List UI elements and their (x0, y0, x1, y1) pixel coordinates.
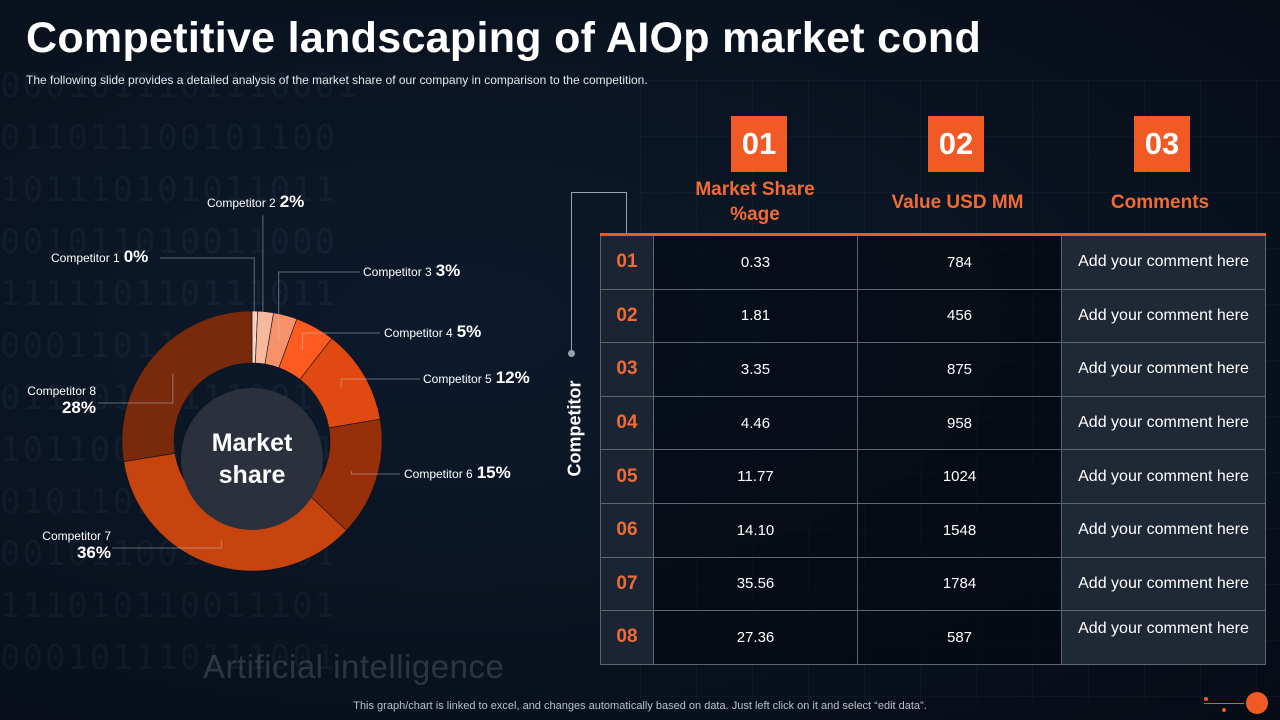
comment-cell: Add your comment here (1061, 342, 1266, 397)
market-share-cell: 1.81 (653, 288, 858, 344)
column-header-comments: Comments (1110, 192, 1210, 213)
bracket-line (571, 192, 626, 193)
slice-label-competitor-7: Competitor 7 36% (20, 529, 111, 563)
slice-percent: 2% (279, 192, 305, 211)
row-index: 01 (600, 233, 654, 290)
footer-circuit-line (1204, 703, 1244, 704)
market-share-cell: 14.10 (653, 502, 858, 558)
value-cell: 1548 (857, 502, 1062, 558)
bracket-line (626, 192, 627, 234)
market-share-table: 01 0.33 784 Add your comment here 02 1.8… (600, 233, 1266, 665)
comment-cell: Add your comment here (1061, 395, 1266, 451)
leader-line-competitor-3 (278, 271, 360, 341)
row-index: 08 (600, 610, 654, 665)
comment-cell: Add your comment here (1061, 556, 1266, 612)
slice-name: Competitor 6 (404, 467, 473, 481)
slice-name: Competitor 7 (42, 529, 111, 543)
value-cell: 958 (857, 395, 1062, 451)
bracket-dot (568, 350, 575, 357)
slice-name: Competitor 4 (384, 326, 453, 340)
slice-percent: 0% (123, 247, 149, 266)
row-index: 03 (600, 342, 654, 397)
market-share-cell: 11.77 (653, 449, 858, 504)
slice-label-competitor-4: Competitor 4 5% (384, 322, 481, 342)
table-row: 06 14.10 1548 Add your comment here (600, 502, 1266, 558)
leader-line-competitor-4 (301, 332, 380, 351)
slice-label-competitor-5: Competitor 5 12% (423, 368, 530, 388)
comment-cell: Add your comment here (1061, 502, 1266, 558)
slice-name: Competitor 5 (423, 372, 492, 386)
market-share-cell: 4.46 (653, 395, 858, 451)
slice-label-competitor-1: Competitor 1 0% (51, 247, 148, 267)
table-row: 04 4.46 958 Add your comment here (600, 395, 1266, 451)
footer-logo-circle (1246, 692, 1268, 714)
row-index: 05 (600, 449, 654, 504)
market-share-cell: 3.35 (653, 342, 858, 397)
comment-cell: Add your comment here (1061, 288, 1266, 344)
row-index: 02 (600, 288, 654, 344)
table-row: 05 11.77 1024 Add your comment here (600, 449, 1266, 504)
footer-circuit-dot (1204, 697, 1208, 701)
slice-label-competitor-3: Competitor 3 3% (363, 261, 460, 281)
table-row: 03 3.35 875 Add your comment here (600, 342, 1266, 397)
table-row: 07 35.56 1784 Add your comment here (600, 556, 1266, 612)
market-share-cell: 27.36 (653, 610, 858, 665)
market-share-cell: 0.33 (653, 233, 858, 290)
leader-line-competitor-8 (98, 373, 174, 404)
value-cell: 1024 (857, 449, 1062, 504)
table-row: 08 27.36 587 Add your comment here (600, 610, 1266, 665)
row-index: 04 (600, 395, 654, 451)
leader-line-competitor-7 (112, 540, 222, 549)
leader-line-competitor-2 (262, 215, 264, 338)
row-index: 07 (600, 556, 654, 612)
donut-center-label: Market share (211, 429, 293, 489)
donut-slice-competitor-8 (121, 310, 253, 462)
comment-cell: Add your comment here (1061, 233, 1266, 290)
donut-chart (98, 215, 420, 572)
leader-line-competitor-1 (160, 257, 255, 338)
slice-label-competitor-2: Competitor 2 2% (207, 192, 304, 212)
watermark-text: Artificial intelligence (203, 648, 505, 685)
row-index: 06 (600, 502, 654, 558)
column-header-value: Value USD MM (891, 192, 1024, 213)
footer-circuit-dot (1222, 708, 1226, 712)
comment-cell: Add your comment here (1061, 610, 1266, 665)
slice-percent: 15% (476, 463, 511, 482)
slice-percent: 5% (456, 322, 482, 341)
value-cell: 456 (857, 288, 1062, 344)
donut-center-hub: Market share (181, 388, 323, 530)
slice-name: Competitor 8 (27, 384, 96, 398)
column-number-1: 01 (731, 116, 787, 172)
slice-name: Competitor 3 (363, 265, 432, 279)
column-header-market-share: Market Share %age (695, 179, 815, 225)
slice-percent: 28% (61, 398, 96, 417)
column-number-3: 03 (1134, 116, 1190, 172)
slide-title: Competitive landscaping of AIOp market c… (26, 14, 982, 62)
slice-name: Competitor 2 (207, 196, 276, 210)
slice-label-competitor-8: Competitor 8 28% (6, 384, 96, 418)
slice-name: Competitor 1 (51, 251, 120, 265)
slice-label-competitor-6: Competitor 6 15% (404, 463, 511, 483)
table-row: 01 0.33 784 Add your comment here (600, 233, 1266, 290)
slice-percent: 12% (495, 368, 530, 387)
comment-cell: Add your comment here (1061, 449, 1266, 504)
table-row: 02 1.81 456 Add your comment here (600, 288, 1266, 344)
leader-line-competitor-5 (340, 378, 420, 388)
footnote-text: This graph/chart is linked to excel, and… (353, 700, 927, 712)
row-axis-label: Competitor (564, 380, 585, 477)
value-cell: 784 (857, 233, 1062, 290)
bracket-line (571, 192, 572, 354)
value-cell: 587 (857, 610, 1062, 665)
leader-line-competitor-6 (351, 471, 400, 475)
slice-percent: 3% (435, 261, 461, 280)
value-cell: 1784 (857, 556, 1062, 612)
market-share-cell: 35.56 (653, 556, 858, 612)
slide-subtitle: The following slide provides a detailed … (26, 73, 648, 87)
value-cell: 875 (857, 342, 1062, 397)
slice-percent: 36% (76, 543, 111, 562)
column-number-2: 02 (928, 116, 984, 172)
